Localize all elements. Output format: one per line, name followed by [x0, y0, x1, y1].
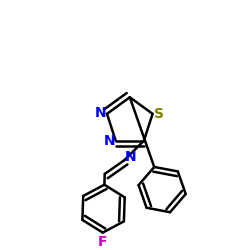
Text: S: S [154, 107, 164, 121]
Text: N: N [104, 134, 116, 148]
Text: N: N [95, 106, 107, 120]
Text: N: N [124, 150, 136, 164]
Text: F: F [98, 235, 108, 249]
